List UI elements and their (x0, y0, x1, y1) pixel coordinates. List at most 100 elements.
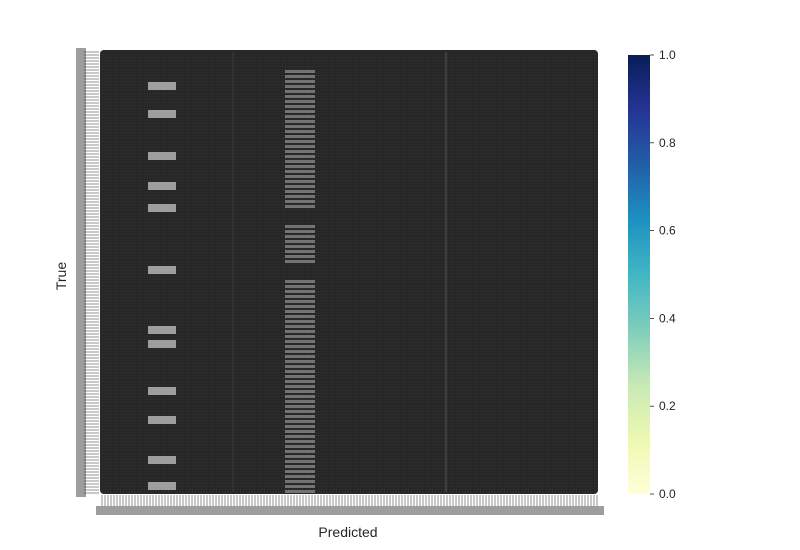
annotation-cluster (285, 410, 315, 413)
annotation-cluster (285, 310, 315, 313)
annotation-cluster (148, 416, 176, 424)
annotation-cluster (285, 365, 315, 368)
annotation-cluster (285, 385, 315, 388)
annotation-cluster (285, 315, 315, 318)
x-axis-label: Predicted (318, 524, 377, 540)
colorbar-tick-label: 0.6 (659, 224, 676, 238)
annotation-cluster (285, 75, 315, 78)
annotation-cluster (285, 95, 315, 98)
annotation-cluster (285, 195, 315, 198)
annotation-cluster (285, 370, 315, 373)
annotation-cluster (285, 140, 315, 143)
annotation-cluster (148, 340, 176, 348)
annotation-cluster (285, 295, 315, 298)
annotation-cluster (148, 482, 176, 490)
annotation-cluster (285, 465, 315, 468)
annotation-cluster (285, 160, 315, 163)
annotation-cluster (285, 175, 315, 178)
annotation-cluster (285, 400, 315, 403)
annotation-cluster (285, 430, 315, 433)
annotation-cluster (285, 170, 315, 173)
heatmap-cell-grid (100, 50, 598, 494)
annotation-cluster (285, 135, 315, 138)
annotation-cluster (285, 85, 315, 88)
annotation-cluster (285, 205, 315, 208)
annotation-cluster (285, 320, 315, 323)
annotation-cluster (148, 266, 176, 274)
y-tick-label-cluster (76, 48, 86, 497)
annotation-cluster (285, 110, 315, 113)
annotation-cluster (285, 460, 315, 463)
colorbar-tick-label: 0.8 (659, 136, 676, 150)
annotation-cluster (285, 395, 315, 398)
annotation-cluster (285, 150, 315, 153)
annotation-cluster (148, 82, 176, 90)
annotation-cluster (285, 455, 315, 458)
annotation-cluster (285, 235, 315, 238)
annotation-cluster (285, 100, 315, 103)
annotation-cluster (285, 105, 315, 108)
annotation-cluster (285, 240, 315, 243)
colorbar: 0.0 0.2 0.4 0.6 0.8 1.0 (628, 48, 676, 501)
heatmap (76, 48, 604, 515)
annotation-cluster (285, 350, 315, 353)
annotation-cluster (148, 387, 176, 395)
annotation-cluster (285, 335, 315, 338)
annotation-cluster (285, 125, 315, 128)
annotation-cluster (285, 260, 315, 263)
annotation-cluster (148, 182, 176, 190)
annotation-cluster (285, 355, 315, 358)
annotation-cluster (285, 245, 315, 248)
annotation-cluster (148, 110, 176, 118)
annotation-cluster (285, 230, 315, 233)
annotation-cluster (285, 120, 315, 123)
annotation-cluster (285, 255, 315, 258)
annotation-cluster (285, 130, 315, 133)
annotation-cluster (285, 80, 315, 83)
colorbar-tick-label: 0.2 (659, 399, 676, 413)
annotation-cluster (148, 326, 176, 334)
annotation-cluster (285, 165, 315, 168)
annotation-cluster (285, 305, 315, 308)
cell-annotations (148, 52, 447, 493)
annotation-cluster (285, 300, 315, 303)
y-axis-label: True (53, 262, 69, 290)
colorbar-tick-label: 0.4 (659, 311, 676, 325)
annotation-cluster (285, 375, 315, 378)
colorbar-tick-label: 1.0 (659, 48, 676, 62)
annotation-cluster (285, 340, 315, 343)
annotation-cluster (285, 280, 315, 283)
annotation-cluster (285, 415, 315, 418)
x-tick-labels (96, 495, 604, 515)
colorbar-gradient (628, 55, 650, 494)
annotation-cluster (285, 250, 315, 253)
annotation-cluster (285, 440, 315, 443)
annotation-cluster (285, 325, 315, 328)
annotation-cluster (285, 345, 315, 348)
annotation-cluster (285, 225, 315, 228)
annotation-cluster (285, 90, 315, 93)
annotation-cluster (285, 70, 315, 73)
colorbar-tick-labels: 0.0 0.2 0.4 0.6 0.8 1.0 (650, 48, 676, 501)
annotation-cluster (285, 200, 315, 203)
x-tick-label-cluster (96, 506, 604, 515)
annotation-cluster (285, 185, 315, 188)
annotation-cluster (285, 155, 315, 158)
annotation-cluster (285, 470, 315, 473)
annotation-cluster (285, 420, 315, 423)
annotation-cluster (285, 450, 315, 453)
annotation-cluster (285, 480, 315, 483)
annotation-cluster (148, 456, 176, 464)
annotation-cluster (285, 445, 315, 448)
annotation-cluster (285, 380, 315, 383)
annotation-cluster (285, 485, 315, 488)
annotation-cluster (285, 290, 315, 293)
annotation-cluster (285, 180, 315, 183)
annotation-cluster (285, 285, 315, 288)
annotation-cluster (285, 490, 315, 493)
annotation-cluster (285, 435, 315, 438)
y-tick-labels (76, 48, 99, 497)
annotation-cluster (285, 190, 315, 193)
annotation-cluster (285, 390, 315, 393)
